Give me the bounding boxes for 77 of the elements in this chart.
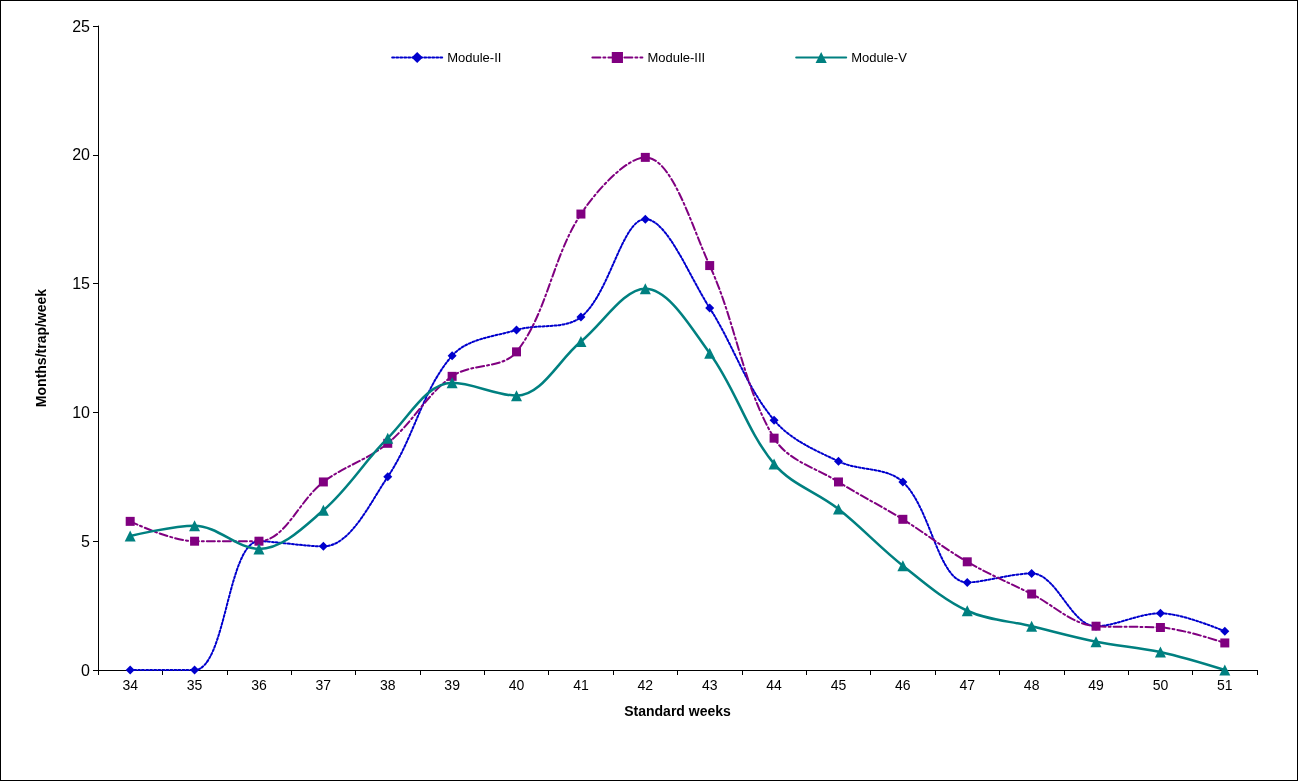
y-tick-label: 10 (72, 403, 91, 421)
x-tick-label: 48 (1023, 677, 1040, 693)
y-tick-label: 25 (72, 17, 91, 35)
point (512, 347, 522, 357)
x-tick-label: 47 (959, 677, 976, 693)
x-tick-label: 37 (315, 677, 332, 693)
point (447, 371, 457, 381)
legend-label: Module-III (647, 50, 706, 65)
x-tick-label: 46 (895, 677, 911, 693)
point (833, 456, 843, 466)
point (1155, 608, 1165, 618)
point (1027, 589, 1037, 599)
point (897, 560, 909, 572)
point (1154, 646, 1166, 658)
point (1155, 623, 1165, 632)
x-tick-label: 41 (573, 677, 589, 693)
point (962, 577, 972, 587)
point (189, 520, 201, 532)
point (576, 209, 586, 219)
point (832, 503, 844, 515)
point (898, 514, 908, 524)
x-tick-label: 39 (444, 677, 461, 693)
point (382, 432, 394, 444)
x-tick-label: 50 (1152, 677, 1169, 693)
x-axis-title: Standard weeks (624, 703, 732, 719)
x-tick-label: 44 (766, 677, 783, 693)
point (125, 665, 135, 675)
x-tick-label: 40 (508, 677, 525, 693)
point (640, 214, 650, 224)
x-tick-label: 49 (1088, 677, 1105, 693)
y-tick-label: 15 (72, 275, 91, 293)
x-tick-label: 51 (1217, 677, 1233, 693)
point (190, 665, 200, 675)
point (833, 477, 843, 487)
point (1220, 626, 1230, 636)
point (1026, 620, 1038, 632)
x-tick-label: 43 (701, 677, 718, 693)
point (383, 472, 393, 482)
x-tick-label: 45 (830, 677, 847, 693)
point (769, 415, 779, 425)
point (1027, 568, 1037, 578)
point (961, 605, 973, 617)
point (576, 312, 586, 322)
point (318, 477, 328, 487)
point (705, 261, 715, 271)
point (1090, 636, 1102, 648)
point (447, 351, 457, 361)
y-tick-label: 5 (81, 532, 91, 550)
x-tick-label: 42 (637, 677, 654, 693)
point (446, 377, 458, 389)
point (769, 433, 779, 443)
y-tick-label: 0 (81, 661, 91, 679)
x-tick-label: 36 (251, 677, 267, 693)
point (190, 536, 200, 546)
point (639, 283, 651, 295)
point (317, 504, 329, 516)
y-tick-label: 20 (72, 146, 91, 164)
point (640, 152, 650, 162)
point (253, 543, 265, 555)
point (1220, 638, 1230, 648)
point (1219, 664, 1231, 676)
legend-label: Module-II (447, 50, 502, 65)
point (704, 347, 716, 359)
point (898, 477, 908, 487)
legend-label: Module-V (851, 50, 908, 65)
y-axis-title: Months/trap/week (33, 288, 49, 408)
point (705, 303, 715, 313)
x-tick-label: 34 (122, 677, 139, 693)
point (511, 390, 523, 402)
point (125, 516, 135, 526)
x-tick-label: 38 (379, 677, 396, 693)
point (768, 458, 780, 470)
point (318, 541, 328, 551)
point (962, 557, 972, 567)
point (124, 530, 136, 542)
x-tick-label: 35 (186, 677, 203, 693)
point (512, 325, 522, 335)
